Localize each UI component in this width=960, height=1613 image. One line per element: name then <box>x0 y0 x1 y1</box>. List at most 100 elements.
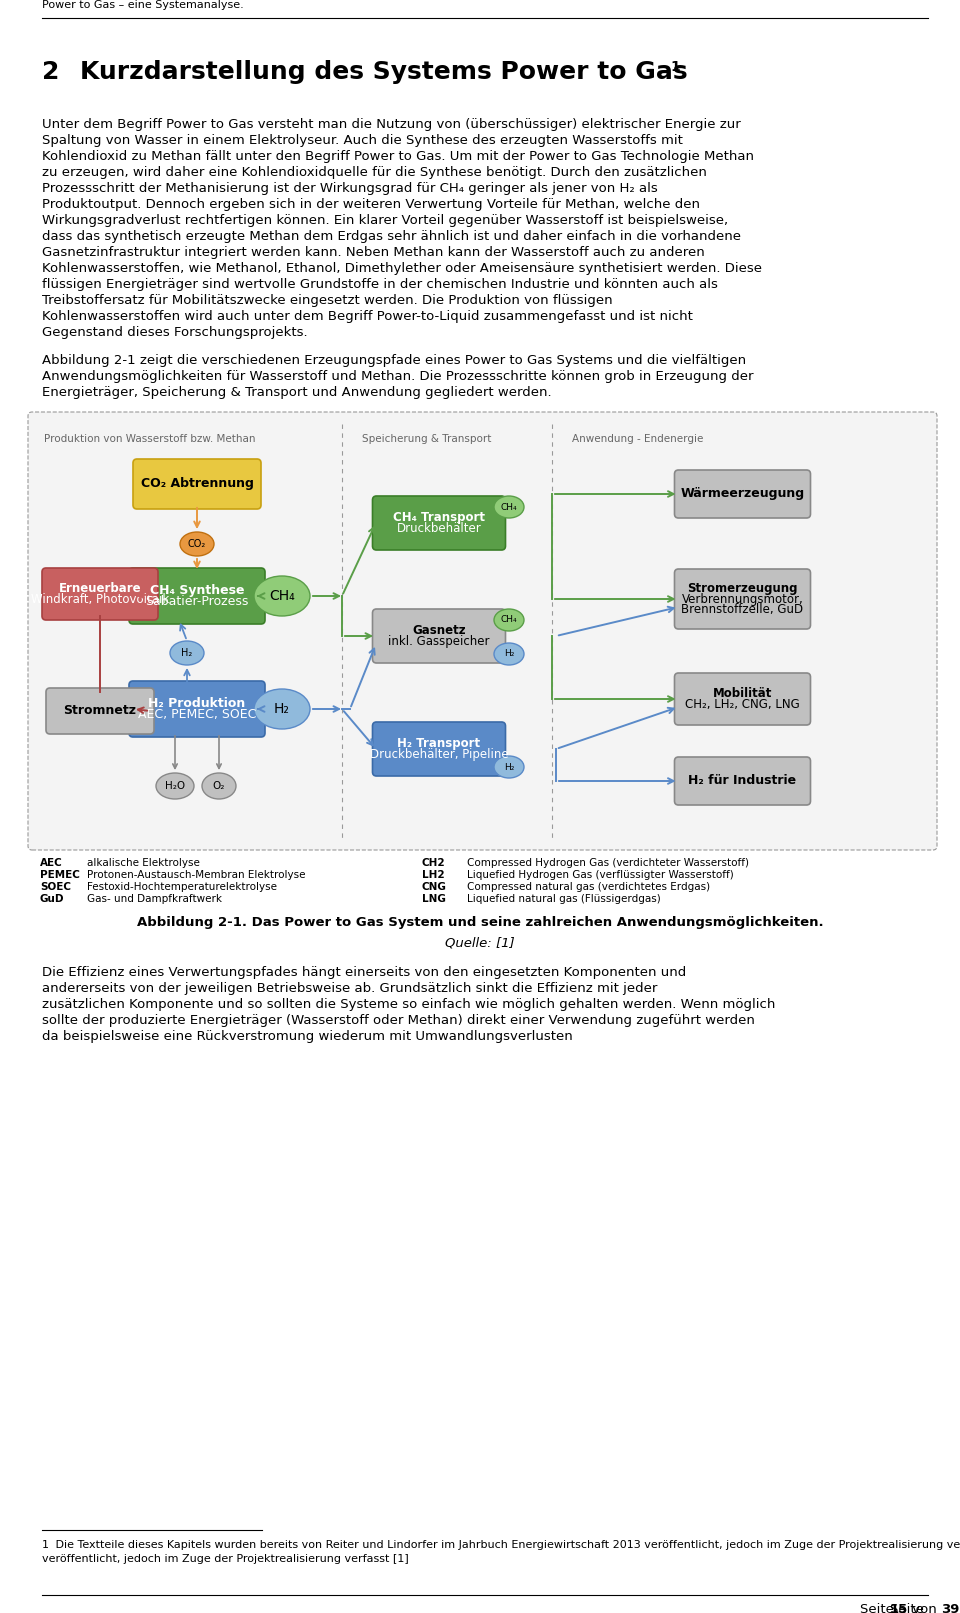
Text: Treibstoffersatz für Mobilitätszwecke eingesetzt werden. Die Produktion von flüs: Treibstoffersatz für Mobilitätszwecke ei… <box>42 294 612 306</box>
Text: Speicherung & Transport: Speicherung & Transport <box>362 434 492 444</box>
Ellipse shape <box>170 640 204 665</box>
Text: H₂ Produktion: H₂ Produktion <box>149 697 246 710</box>
Ellipse shape <box>254 689 310 729</box>
Text: Stromnetz: Stromnetz <box>63 705 136 718</box>
Text: 390: 390 <box>941 1603 960 1613</box>
Text: PEMEC: PEMEC <box>40 869 80 881</box>
Text: Anwendungsmöglichkeiten für Wasserstoff und Methan. Die Prozessschritte können g: Anwendungsmöglichkeiten für Wasserstoff … <box>42 369 754 382</box>
FancyBboxPatch shape <box>133 460 261 510</box>
Text: Sabatier-Prozess: Sabatier-Prozess <box>145 595 249 608</box>
Text: Energieträger, Speicherung & Transport und Anwendung gegliedert werden.: Energieträger, Speicherung & Transport u… <box>42 386 552 398</box>
Text: Compressed natural gas (verdichtetes Erdgas): Compressed natural gas (verdichtetes Erd… <box>467 882 710 892</box>
Text: 1: 1 <box>670 60 680 74</box>
Text: Wirkungsgradverlust rechtfertigen können. Ein klarer Vorteil gegenüber Wassersto: Wirkungsgradverlust rechtfertigen können… <box>42 215 728 227</box>
Text: Power to Gas – eine Systemanalyse.: Power to Gas – eine Systemanalyse. <box>42 0 244 10</box>
Text: alkalische Elektrolyse: alkalische Elektrolyse <box>87 858 200 868</box>
Text: Stromerzeugung: Stromerzeugung <box>687 582 798 595</box>
Text: Brennstoffzelle, GuD: Brennstoffzelle, GuD <box>682 603 804 616</box>
Text: Kohlenwasserstoffen wird auch unter dem Begriff Power-to-Liquid zusammengefasst : Kohlenwasserstoffen wird auch unter dem … <box>42 310 693 323</box>
FancyBboxPatch shape <box>129 681 265 737</box>
Ellipse shape <box>254 576 310 616</box>
Text: von: von <box>908 1603 941 1613</box>
Text: Prozessschritt der Methanisierung ist der Wirkungsgrad für CH₄ geringer als jene: Prozessschritt der Methanisierung ist de… <box>42 182 658 195</box>
Text: Seite: Seite <box>860 1603 899 1613</box>
Text: H₂: H₂ <box>181 648 193 658</box>
Text: Liquefied natural gas (Flüssigerdgas): Liquefied natural gas (Flüssigerdgas) <box>467 894 660 903</box>
Text: Gas- und Dampfkraftwerk: Gas- und Dampfkraftwerk <box>87 894 222 903</box>
Text: Produktion von Wasserstoff bzw. Methan: Produktion von Wasserstoff bzw. Methan <box>44 434 255 444</box>
Ellipse shape <box>180 532 214 556</box>
Text: 2: 2 <box>42 60 60 84</box>
Text: O₂: O₂ <box>213 781 226 790</box>
Text: Liquefied Hydrogen Gas (verflüssigter Wasserstoff): Liquefied Hydrogen Gas (verflüssigter Wa… <box>467 869 733 881</box>
Text: andererseits von der jeweiligen Betriebsweise ab. Grundsätzlich sinkt die Effizi: andererseits von der jeweiligen Betriebs… <box>42 982 658 995</box>
Text: Produktoutput. Dennoch ergeben sich in der weiteren Verwertung Vorteile für Meth: Produktoutput. Dennoch ergeben sich in d… <box>42 198 700 211</box>
Ellipse shape <box>494 756 524 777</box>
FancyBboxPatch shape <box>42 568 158 619</box>
Text: CO₂: CO₂ <box>188 539 206 548</box>
Text: H₂: H₂ <box>274 702 290 716</box>
Text: CH₄: CH₄ <box>269 589 295 603</box>
FancyBboxPatch shape <box>372 723 506 776</box>
FancyBboxPatch shape <box>372 610 506 663</box>
Text: Erneuerbare: Erneuerbare <box>59 582 141 595</box>
Ellipse shape <box>494 610 524 631</box>
Ellipse shape <box>494 497 524 518</box>
Text: dass das synthetisch erzeugte Methan dem Erdgas sehr ähnlich ist und daher einfa: dass das synthetisch erzeugte Methan dem… <box>42 231 741 244</box>
Text: CO₂ Abtrennung: CO₂ Abtrennung <box>140 477 253 490</box>
Text: zusätzlichen Komponente und so sollten die Systeme so einfach wie möglich gehalt: zusätzlichen Komponente und so sollten d… <box>42 998 776 1011</box>
FancyBboxPatch shape <box>675 469 810 518</box>
Text: Die Effizienz eines Verwertungspfades hängt einerseits von den eingesetzten Komp: Die Effizienz eines Verwertungspfades hä… <box>42 966 686 979</box>
Text: AEC, PEMEC, SOEC: AEC, PEMEC, SOEC <box>138 708 256 721</box>
Text: CH₄ Transport: CH₄ Transport <box>393 511 485 524</box>
Text: H₂ Transport: H₂ Transport <box>397 737 481 750</box>
Text: CH₄ Synthese: CH₄ Synthese <box>150 584 244 597</box>
Text: Windkraft, Photovoltaik: Windkraft, Photovoltaik <box>31 592 169 606</box>
Text: AEC: AEC <box>40 858 62 868</box>
Text: Quelle: [1]: Quelle: [1] <box>445 936 515 948</box>
Text: LH2: LH2 <box>422 869 444 881</box>
Text: H₂ für Industrie: H₂ für Industrie <box>688 774 797 787</box>
Text: CH₄: CH₄ <box>501 503 517 511</box>
Text: Kohlendioxid zu Methan fällt unter den Begriff Power to Gas. Um mit der Power to: Kohlendioxid zu Methan fällt unter den B… <box>42 150 754 163</box>
Text: Abbildung 2-1 zeigt die verschiedenen Erzeugungspfade eines Power to Gas Systems: Abbildung 2-1 zeigt die verschiedenen Er… <box>42 353 746 368</box>
FancyBboxPatch shape <box>372 497 506 550</box>
FancyBboxPatch shape <box>129 568 265 624</box>
Ellipse shape <box>494 644 524 665</box>
Text: GuD: GuD <box>40 894 64 903</box>
Text: CH₂, LH₂, CNG, LNG: CH₂, LH₂, CNG, LNG <box>685 698 800 711</box>
Text: veröffentlicht, jedoch im Zuge der Projektrealisierung verfasst [1]: veröffentlicht, jedoch im Zuge der Proje… <box>42 1553 409 1565</box>
Text: Seite: Seite <box>890 1603 928 1613</box>
Text: Gasnetz: Gasnetz <box>412 624 466 637</box>
Text: flüssigen Energieträger sind wertvolle Grundstoffe in der chemischen Industrie u: flüssigen Energieträger sind wertvolle G… <box>42 277 718 290</box>
Text: Festoxid-Hochtemperaturelektrolyse: Festoxid-Hochtemperaturelektrolyse <box>87 882 277 892</box>
FancyBboxPatch shape <box>675 673 810 724</box>
Text: Die Textteile dieses Kapitels wurden bereits von Reiter und Lindorfer im Jahrbuc: Die Textteile dieses Kapitels wurden ber… <box>52 1540 960 1550</box>
Text: Wärmeerzeugung: Wärmeerzeugung <box>681 487 804 500</box>
Text: 15: 15 <box>890 1603 908 1613</box>
Text: zu erzeugen, wird daher eine Kohlendioxidquelle für die Synthese benötigt. Durch: zu erzeugen, wird daher eine Kohlendioxi… <box>42 166 707 179</box>
FancyBboxPatch shape <box>675 569 810 629</box>
Text: Protonen-Austausch-Membran Elektrolyse: Protonen-Austausch-Membran Elektrolyse <box>87 869 305 881</box>
Text: H₂O: H₂O <box>165 781 185 790</box>
FancyBboxPatch shape <box>46 689 154 734</box>
Text: CH₄: CH₄ <box>501 616 517 624</box>
Text: Gegenstand dieses Forschungsprojekts.: Gegenstand dieses Forschungsprojekts. <box>42 326 307 339</box>
FancyBboxPatch shape <box>675 756 810 805</box>
Text: CNG: CNG <box>422 882 446 892</box>
Text: Kohlenwasserstoffen, wie Methanol, Ethanol, Dimethylether oder Ameisensäure synt: Kohlenwasserstoffen, wie Methanol, Ethan… <box>42 261 762 274</box>
Text: Unter dem Begriff Power to Gas versteht man die Nutzung von (überschüssiger) ele: Unter dem Begriff Power to Gas versteht … <box>42 118 741 131</box>
Text: CH2: CH2 <box>422 858 445 868</box>
Ellipse shape <box>202 773 236 798</box>
Text: 1: 1 <box>42 1540 49 1550</box>
Text: H₂: H₂ <box>504 763 515 771</box>
Text: Mobilität: Mobilität <box>713 687 772 700</box>
Text: Gasnetzinfrastruktur integriert werden kann. Neben Methan kann der Wasserstoff a: Gasnetzinfrastruktur integriert werden k… <box>42 247 705 260</box>
Text: sollte der produzierte Energieträger (Wasserstoff oder Methan) direkt einer Verw: sollte der produzierte Energieträger (Wa… <box>42 1015 755 1027</box>
Text: Anwendung - Endenergie: Anwendung - Endenergie <box>572 434 704 444</box>
Text: da beispielsweise eine Rückverstromung wiederum mit Umwandlungsverlusten: da beispielsweise eine Rückverstromung w… <box>42 1031 573 1044</box>
Text: Druckbehälter, Pipeline: Druckbehälter, Pipeline <box>370 748 508 761</box>
Text: Verbrennungsmotor,: Verbrennungsmotor, <box>682 592 804 605</box>
Text: Kurzdarstellung des Systems Power to Gas: Kurzdarstellung des Systems Power to Gas <box>80 60 687 84</box>
Text: H₂: H₂ <box>504 650 515 658</box>
